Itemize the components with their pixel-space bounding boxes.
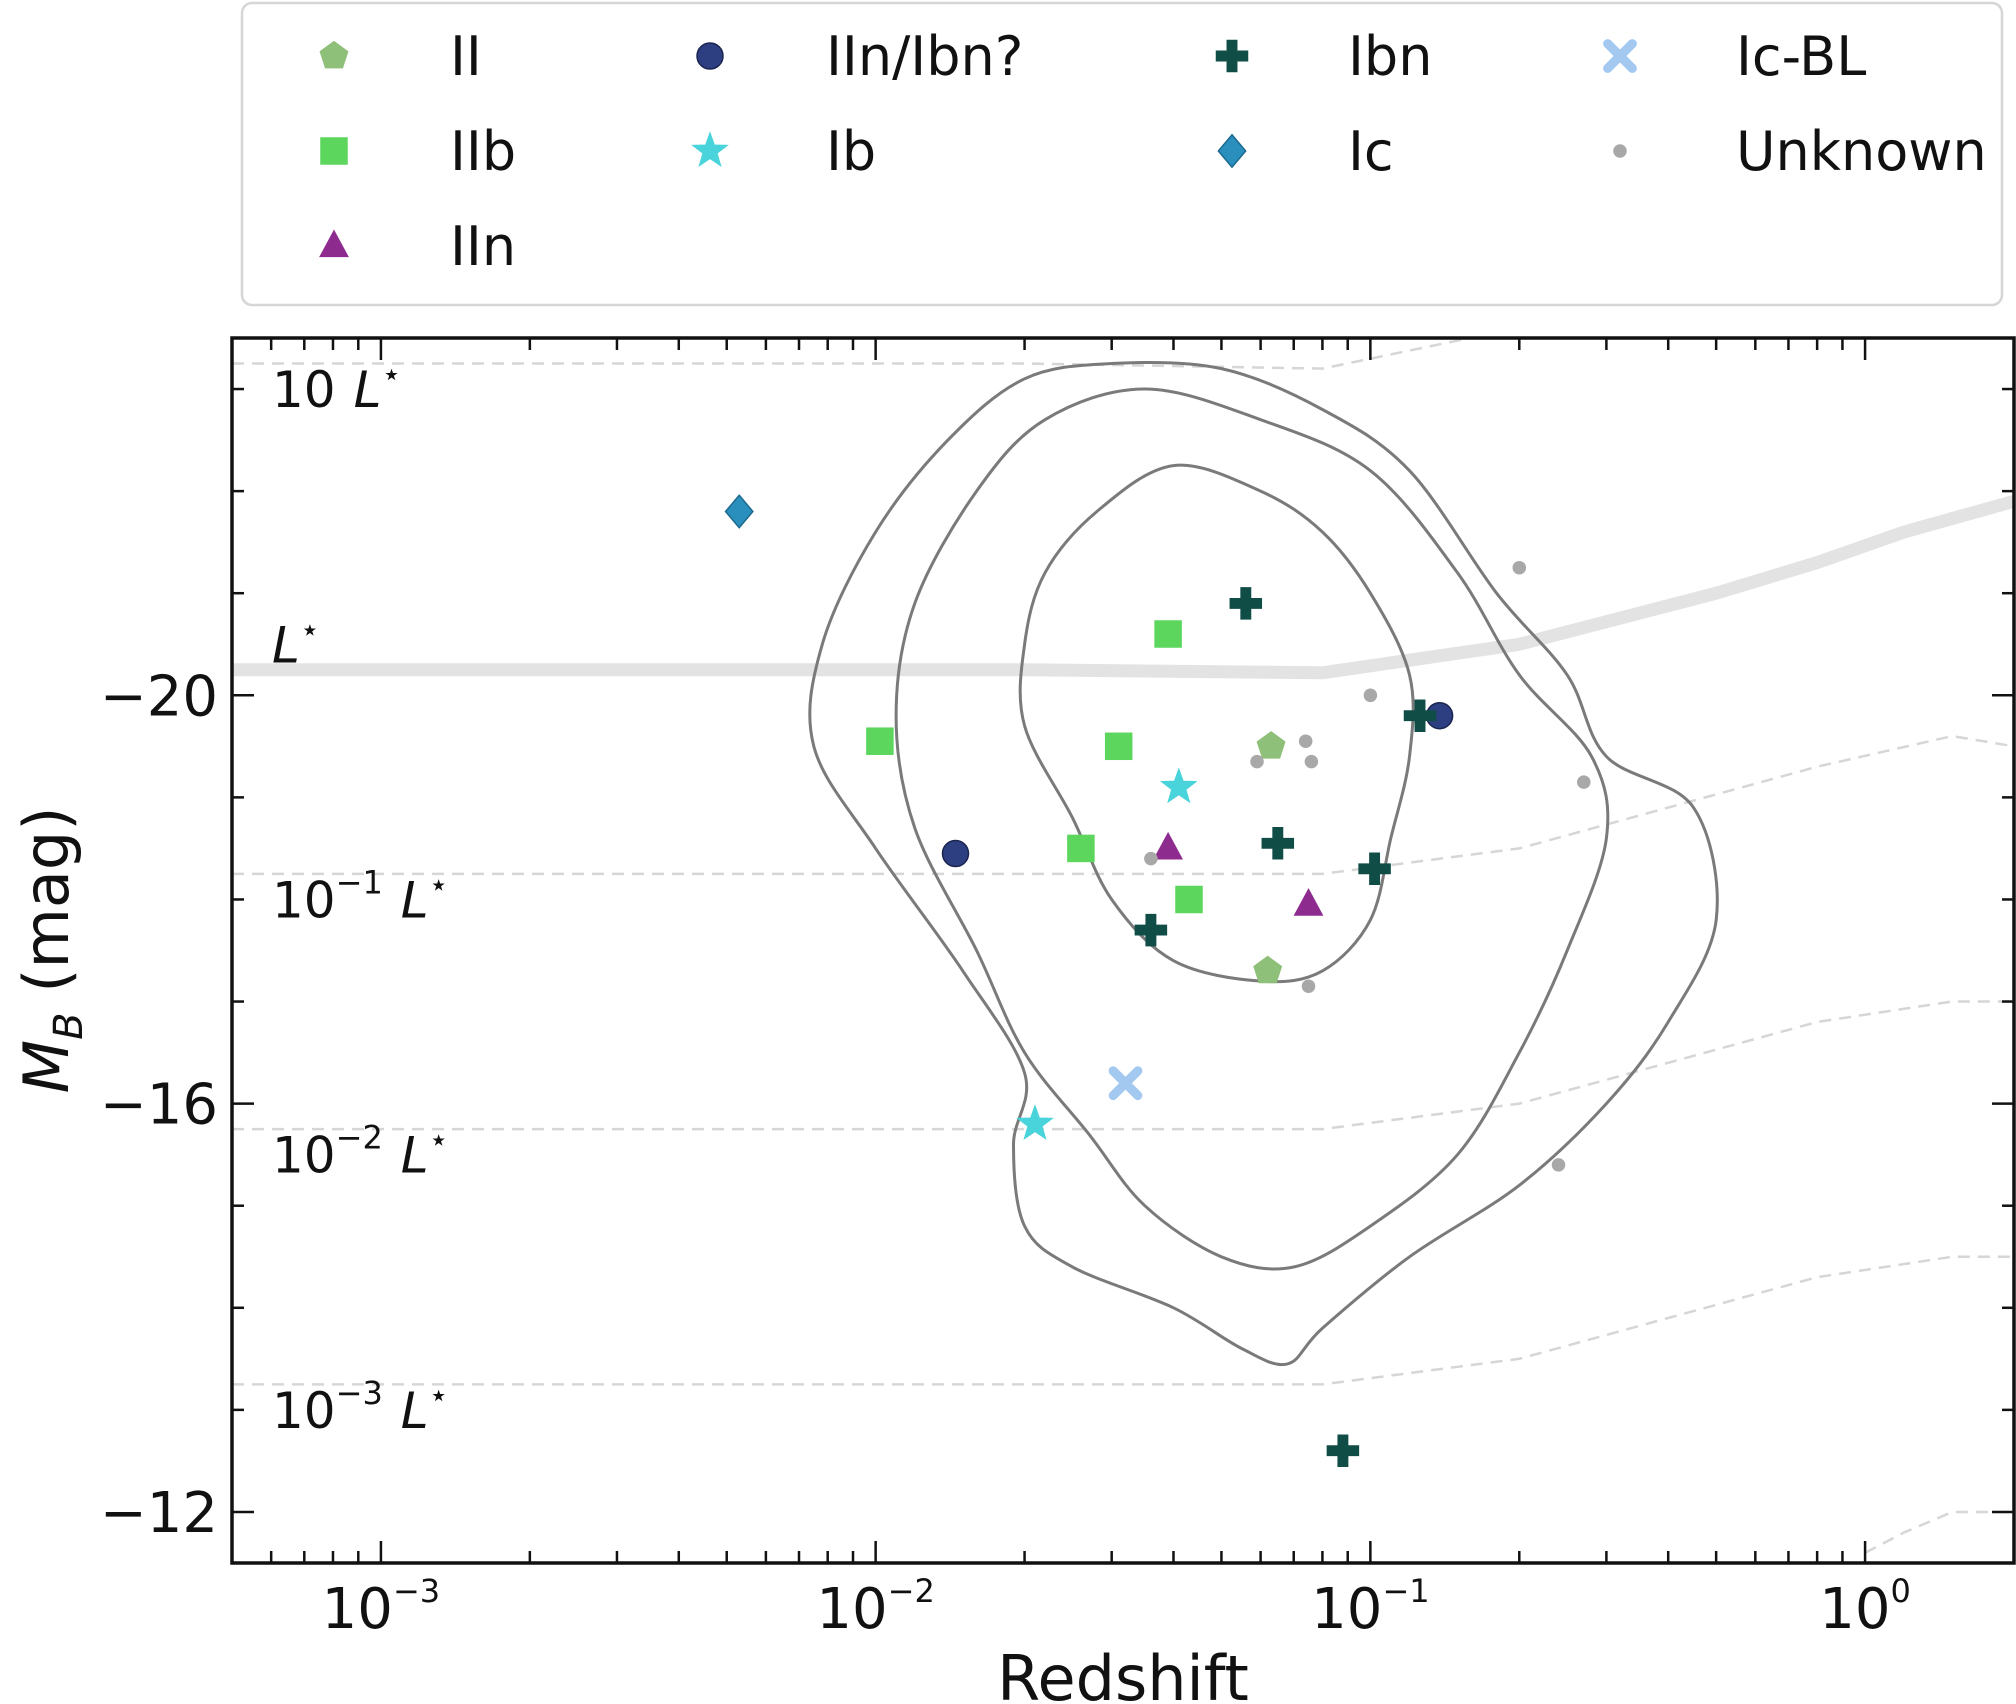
density-contour-outer [808, 360, 1719, 1367]
legend-frame [240, 1, 2004, 307]
legend-item-ib: Ib [691, 120, 876, 183]
x-tick-label-0: 10−3 [322, 1572, 440, 1642]
point-unknown-5 [1577, 775, 1591, 789]
legend-label-iin: IIn [450, 215, 516, 278]
point-ic-0 [724, 494, 754, 529]
point-ibn-1 [1261, 827, 1295, 860]
series-ibn [1134, 587, 1437, 1467]
x-tick-label-1: 10−2 [816, 1572, 934, 1642]
point-unknown-3 [1304, 754, 1319, 769]
legend-marker-iib [320, 137, 348, 165]
point-iin-1 [1293, 888, 1324, 916]
point-unknown-6 [1144, 851, 1158, 866]
legend-marker-iin [319, 229, 349, 258]
series-iin-ibn- [941, 701, 1454, 868]
legend-label-iin-ibn-: IIn/Ibn? [826, 25, 1023, 88]
luminosity-label-1: L⋆ [272, 610, 320, 674]
point-ib-0 [1159, 767, 1198, 804]
series-unknown [1144, 560, 1591, 1172]
legend-label-iib: IIb [450, 120, 516, 183]
x-axis-title: Redshift [997, 1642, 1249, 1704]
point-unknown-1 [1363, 688, 1378, 703]
point-ic-bl-0 [1108, 1066, 1143, 1101]
density-contour-middle [894, 387, 1610, 1271]
legend-item-iib: IIb [320, 120, 516, 183]
legend-label-ic: Ic [1348, 120, 1394, 183]
y-axis-title: MB (mag) [10, 807, 92, 1094]
legend-item-iin: IIn [319, 215, 516, 278]
luminosity-label-2: 10−1 L⋆ [272, 864, 449, 930]
legend-label-ic-bl: Ic-BL [1736, 25, 1866, 88]
y-axis-title-unit: (mag) [10, 807, 83, 1013]
luminosity-curve-3 [232, 1000, 2014, 1131]
legend-label-ib: Ib [826, 120, 876, 183]
series-iib [866, 620, 1203, 914]
series-ib [1016, 767, 1198, 1140]
legend-label-ibn: Ibn [1348, 25, 1432, 88]
point-ibn-3 [1358, 852, 1391, 886]
point-unknown-2 [1250, 754, 1264, 769]
lstar-luminosity-band [232, 495, 2014, 680]
series-iin [1153, 831, 1324, 916]
legend-item-ic-bl: Ic-BL [1603, 25, 1866, 88]
luminosity-labels: 10 L⋆ L⋆ 10−1 L⋆ 10−2 L⋆ 10−3 L⋆ [272, 355, 449, 1440]
legend-item-iin-ibn-: IIn/Ibn? [696, 25, 1023, 88]
plot-frame [230, 336, 2016, 1565]
point-ibn-0 [1229, 587, 1263, 620]
y-axis-title-sub: B [46, 1012, 92, 1039]
y-tick-label-0: −20 [100, 664, 218, 729]
series-ii [1253, 731, 1286, 984]
legend-item-ii: II [319, 25, 482, 88]
point-iib-3 [1067, 834, 1095, 863]
legend-marker-ii [319, 40, 349, 69]
legend-label-unknown: Unknown [1736, 120, 1987, 183]
series-ic [724, 494, 754, 529]
point-ibn-5 [1326, 1434, 1360, 1467]
data-markers [724, 494, 1591, 1467]
point-ib-1 [1016, 1104, 1054, 1140]
legend-marker-ic-bl [1603, 39, 1637, 73]
legend-item-ic: Ic [1217, 120, 1394, 183]
legend-marker-ib [691, 131, 729, 167]
x-tick-label-3: 100 [1819, 1572, 1911, 1642]
luminosity-curve-5 [1864, 1510, 2014, 1554]
y-tick-label-2: −12 [100, 1481, 218, 1546]
legend-item-unknown: Unknown [1613, 120, 1987, 183]
y-tick-label-1: −16 [100, 1073, 218, 1138]
x-tick-label-2: 10−1 [1311, 1572, 1429, 1642]
point-iib-4 [1175, 885, 1203, 914]
legend-marker-ic [1217, 133, 1247, 169]
point-iib-1 [1104, 732, 1133, 761]
point-unknown-8 [1551, 1158, 1566, 1172]
point-unknown-0 [1512, 560, 1527, 575]
point-iib-2 [866, 727, 894, 755]
point-iin-ibn--0 [941, 839, 970, 868]
luminosity-curve-2 [232, 734, 2014, 876]
luminosity-label-0: 10 L⋆ [272, 355, 402, 419]
luminosity-curve-0 [232, 338, 1477, 370]
legend-marker-unknown [1613, 144, 1627, 158]
y-axis-title-main: M [10, 1040, 83, 1094]
luminosity-curve-4 [232, 1255, 2014, 1386]
legend-marker-iin-ibn- [696, 42, 724, 70]
luminosity-label-4: 10−3 L⋆ [272, 1374, 449, 1440]
plot-area [232, 338, 2014, 1554]
legend-item-ibn: Ibn [1215, 25, 1432, 88]
legend-marker-ibn [1215, 39, 1249, 73]
axis-ticks: 10−3 10−2 10−1 100 −20 −16 −12 [100, 338, 2016, 1642]
legend: II IIb IIn IIn/Ibn? Ib Ibn Ic Ic-BL Unknown [240, 1, 2004, 307]
point-unknown-4 [1298, 734, 1313, 748]
point-ibn-4 [1403, 699, 1437, 732]
point-ii-0 [1256, 731, 1286, 759]
point-ii-1 [1253, 955, 1283, 984]
point-iin-0 [1153, 831, 1184, 860]
legend-label-ii: II [450, 25, 482, 88]
point-unknown-7 [1301, 979, 1316, 993]
point-ibn-2 [1134, 913, 1168, 947]
density-contour-inner [1018, 463, 1415, 984]
luminosity-label-3: 10−2 L⋆ [272, 1119, 449, 1185]
series-ic-bl [1108, 1066, 1143, 1101]
point-iib-0 [1154, 620, 1182, 648]
